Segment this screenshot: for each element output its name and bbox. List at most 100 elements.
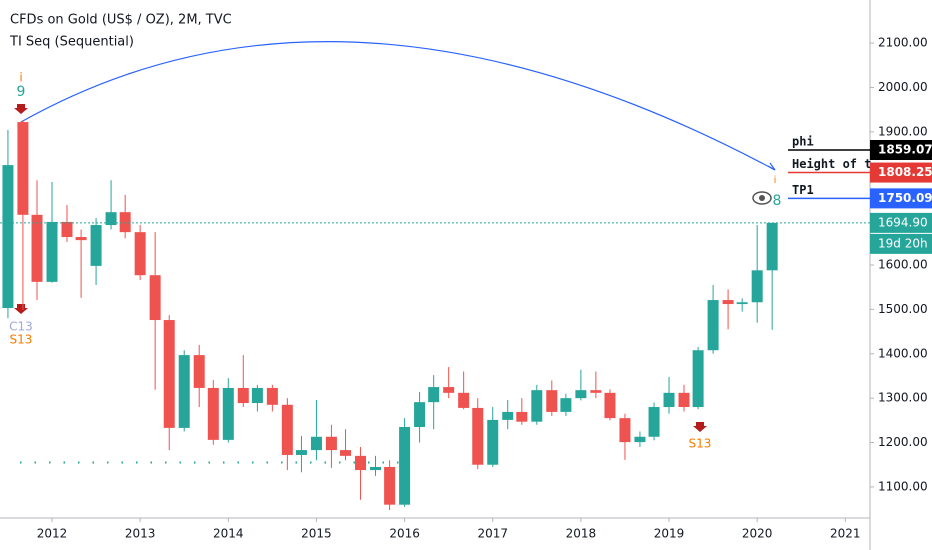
candle-body [736, 302, 748, 305]
candle-body [355, 455, 367, 471]
candle-body [766, 222, 778, 271]
candle-body [46, 221, 58, 282]
y-tick-label: 1200.00 [878, 435, 928, 449]
x-tick-label: 2015 [301, 527, 332, 541]
x-tick-label: 2017 [477, 527, 508, 541]
candle-body [90, 225, 102, 266]
candle-body [105, 212, 117, 226]
y-tick-label: 1300.00 [878, 391, 928, 405]
price-tag [870, 162, 932, 183]
candle-body [707, 300, 719, 351]
annotation: 9 [17, 84, 26, 100]
candle-body [487, 419, 499, 465]
candle-body [663, 392, 675, 408]
candle-body [575, 390, 587, 399]
annotation: i [774, 175, 777, 186]
price-tag-label: 1859.07 [878, 142, 932, 156]
y-tick-label: 2100.00 [878, 36, 928, 50]
y-tick-label: 2000.00 [878, 80, 928, 94]
x-tick-label: 2012 [37, 527, 68, 541]
candle-body [266, 387, 278, 405]
candle-body [61, 221, 73, 238]
candle-body [310, 436, 322, 451]
candle-body [178, 355, 190, 428]
candle-body [516, 411, 528, 422]
y-tick-label: 1500.00 [878, 302, 928, 316]
signal-arrow [14, 104, 28, 114]
arc-drawing [20, 41, 776, 171]
candle-body [751, 270, 763, 303]
countdown-label: 19d 20h [878, 236, 928, 250]
candle-body [458, 392, 470, 408]
chart-title: CFDs on Gold (US$ / OZ), 2M, TVC [10, 13, 232, 28]
candle-body [399, 427, 411, 505]
candle-body [648, 407, 660, 437]
price-tag-label: 1808.25 [878, 165, 932, 179]
arc-arrowhead [767, 162, 776, 171]
candle-body [2, 165, 14, 309]
y-tick-label: 1900.00 [878, 124, 928, 138]
candle-body [295, 450, 307, 455]
eye-icon [752, 191, 772, 205]
candle-body [281, 404, 293, 455]
annotation: i [19, 71, 22, 85]
candle-body [560, 398, 572, 412]
y-tick-label: 1100.00 [878, 479, 928, 493]
x-tick-label: 2019 [654, 527, 685, 541]
price-tag [870, 188, 932, 209]
annotation: C13 [9, 320, 33, 334]
candle-body [604, 392, 616, 419]
countdown-tag [870, 233, 932, 254]
candle-body [251, 387, 263, 404]
candle-body [502, 411, 514, 420]
candle-body [634, 436, 646, 443]
price-tag-label: 1750.09 [878, 191, 932, 205]
candle-body [207, 387, 219, 440]
signal-arrow [14, 304, 28, 314]
annotation: S13 [10, 333, 33, 347]
level-name: Height of t [792, 157, 871, 171]
level-label-bg [789, 133, 869, 148]
candle-body [17, 122, 29, 215]
candle-body [692, 350, 704, 408]
last-price-label: 1694.90 [878, 215, 928, 229]
candle-body [619, 418, 631, 443]
x-tick-label: 2020 [742, 527, 773, 541]
candle-body [678, 392, 690, 408]
x-tick-label: 2014 [213, 527, 244, 541]
candle-body [546, 390, 558, 412]
level-label-bg [789, 182, 869, 197]
candle-body [370, 466, 382, 471]
candle-body [193, 355, 205, 388]
candle-body [590, 390, 602, 393]
candle-body [222, 387, 234, 440]
price-tag [870, 139, 932, 160]
x-tick-label: 2018 [566, 527, 597, 541]
signal-arrow [693, 422, 707, 432]
candle-body [163, 320, 175, 428]
candle-body [472, 407, 484, 465]
candle-body [149, 275, 161, 321]
candle-body [384, 466, 396, 505]
candle-body [237, 387, 249, 404]
candle-body [340, 450, 352, 456]
y-tick-label: 1400.00 [878, 346, 928, 360]
candle-body [75, 237, 87, 241]
indicator-name: TI Seq (Sequential) [9, 35, 134, 50]
candle-body [428, 387, 440, 403]
candle-body [119, 212, 131, 233]
last-price-tag [870, 212, 932, 233]
candle-body [325, 436, 337, 451]
candle-body [722, 300, 734, 305]
price-axis-bg [870, 0, 932, 550]
x-tick-label: 2016 [389, 527, 420, 541]
annotation: 8 [773, 193, 782, 209]
level-name: phi [792, 134, 814, 148]
candle-body [531, 390, 543, 422]
level-name: TP1 [792, 183, 814, 197]
annotation: S13 [689, 437, 712, 451]
candle-body [414, 402, 426, 428]
candle-body [31, 214, 43, 282]
level-label-bg [789, 156, 869, 171]
